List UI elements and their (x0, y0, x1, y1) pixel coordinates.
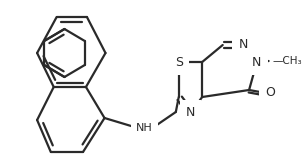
Text: O: O (265, 87, 276, 99)
Text: N: N (252, 55, 261, 68)
Text: S: S (175, 55, 183, 68)
Text: N: N (238, 38, 248, 52)
Text: —CH₃: —CH₃ (273, 56, 302, 66)
Text: NH: NH (136, 123, 153, 133)
Text: N: N (186, 106, 195, 119)
